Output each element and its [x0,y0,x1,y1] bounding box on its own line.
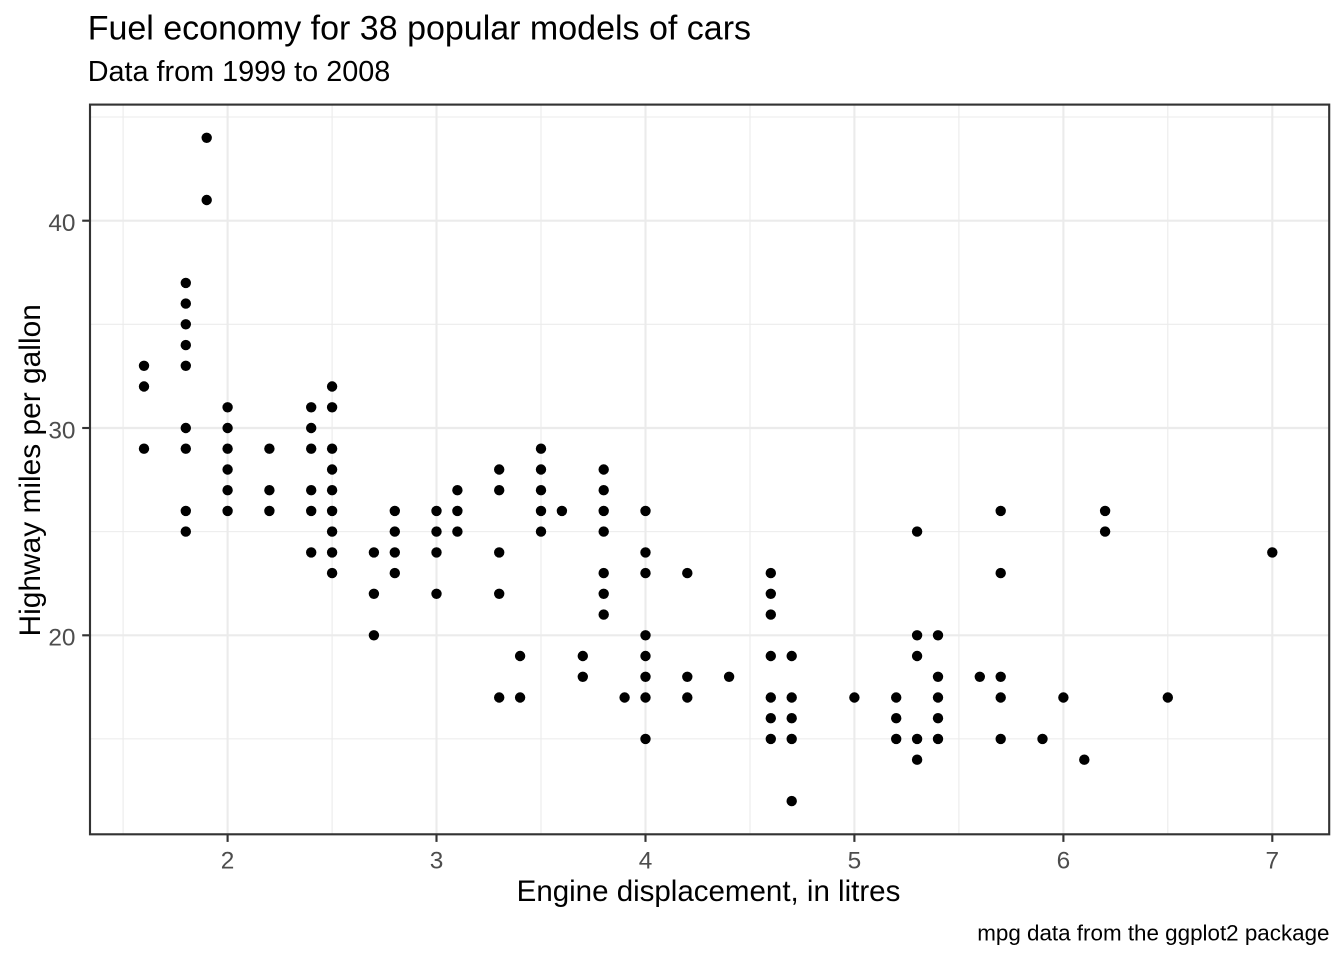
svg-text:Fuel economy for 38 popular mo: Fuel economy for 38 popular models of ca… [88,10,751,48]
svg-text:40: 40 [48,210,75,237]
svg-text:7: 7 [1266,848,1280,875]
svg-text:Highway miles per gallon: Highway miles per gallon [14,304,47,636]
svg-text:3: 3 [430,848,444,875]
svg-text:5: 5 [848,848,862,875]
svg-text:Data from 1999 to 2008: Data from 1999 to 2008 [88,56,391,88]
svg-text:2: 2 [221,848,235,875]
svg-text:20: 20 [48,625,75,652]
svg-text:mpg data from the ggplot2 pack: mpg data from the ggplot2 package [977,920,1329,945]
svg-text:30: 30 [48,417,75,444]
svg-text:4: 4 [639,848,653,875]
svg-text:Engine displacement, in litres: Engine displacement, in litres [517,875,901,908]
svg-text:6: 6 [1057,848,1071,875]
